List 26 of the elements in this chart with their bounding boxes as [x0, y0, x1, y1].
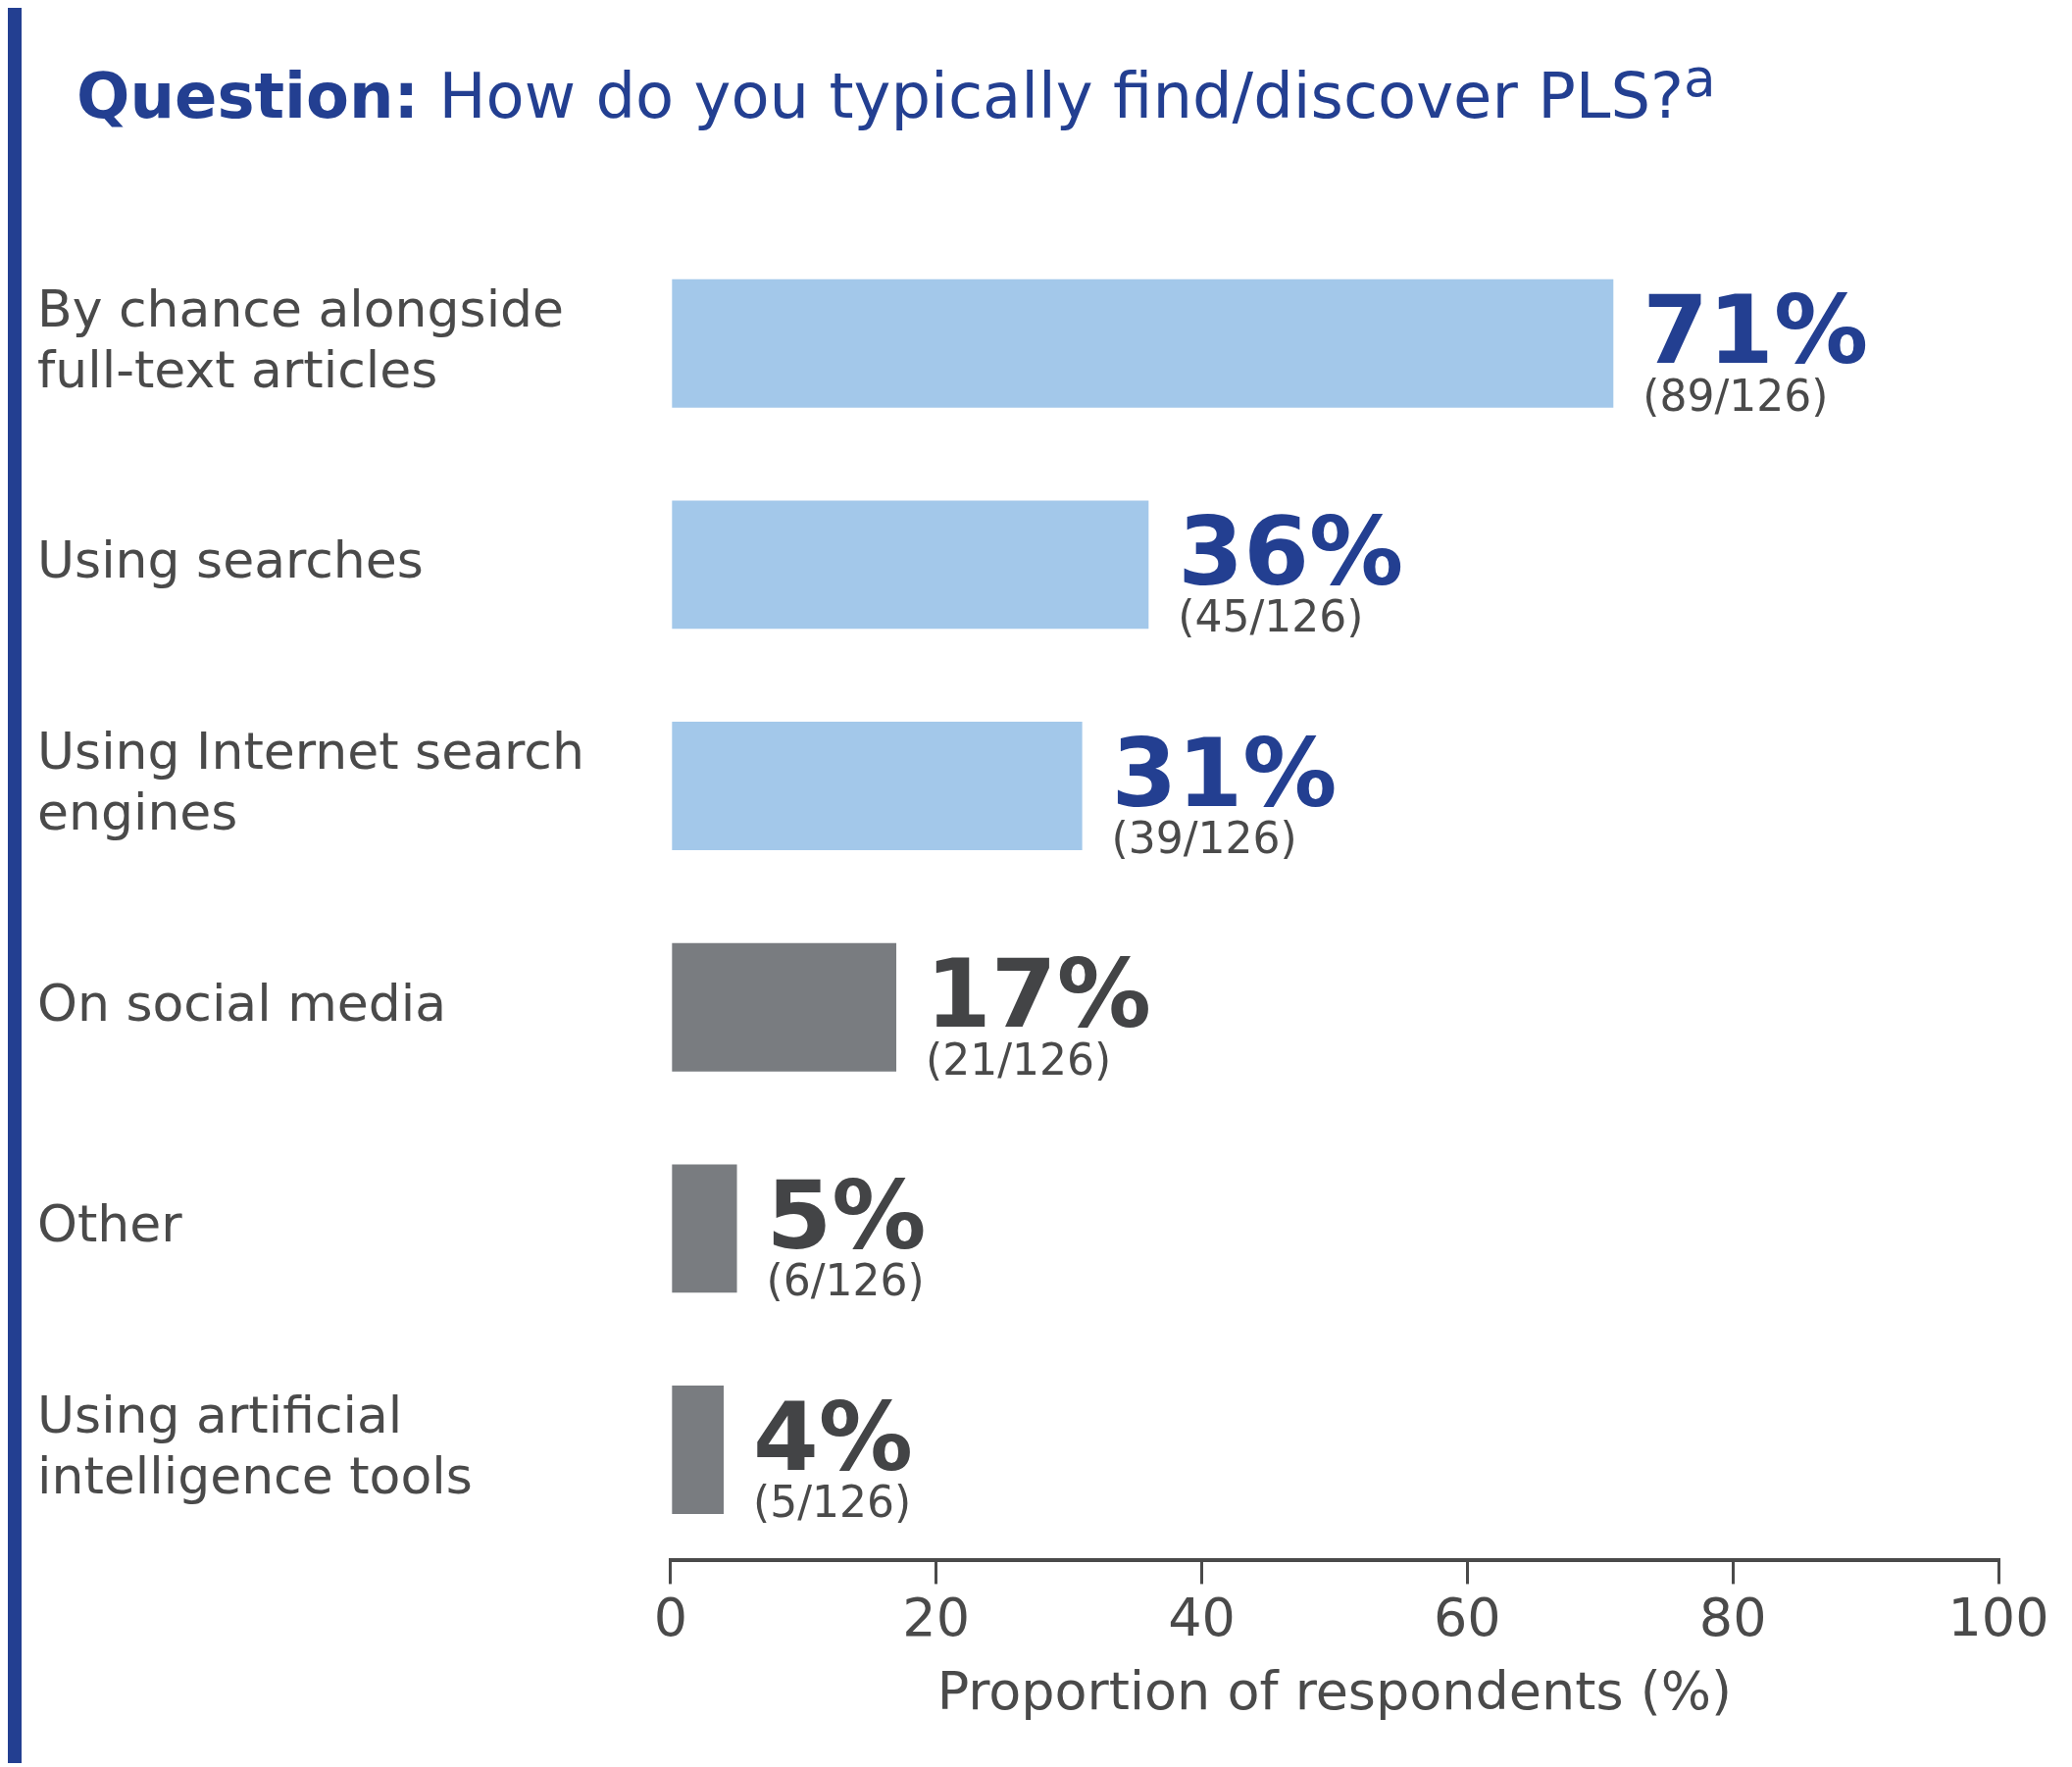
y-tick-label: Other: [37, 1194, 183, 1254]
x-tick-label: 40: [1168, 1587, 1236, 1649]
data-label: 5% (6/126): [766, 1161, 927, 1306]
x-tick-label: 0: [653, 1587, 688, 1649]
bar: [672, 1164, 737, 1293]
bar: [672, 1386, 724, 1515]
x-axis-title: Proportion of respondents (%): [936, 1659, 1733, 1722]
x-tick-label: 60: [1433, 1587, 1501, 1649]
bar: [672, 722, 1083, 851]
y-tick-label: On social media: [37, 974, 447, 1034]
x-tick-label: 100: [1947, 1587, 2049, 1649]
data-label: 71% (89/126): [1642, 276, 1869, 421]
chart-title: Question: How do you typically find/discover PLS?$^{a}$: [76, 47, 1716, 133]
y-tick-label: By chance alongside full-text articles: [37, 278, 565, 400]
y-tick-label: Using Internet search engines: [37, 722, 584, 842]
y-tick-label: Using artificial intelligence tools: [37, 1386, 473, 1506]
x-tick-label: 80: [1698, 1587, 1767, 1649]
x-tick-label: 20: [902, 1587, 971, 1649]
bar: [672, 500, 1149, 630]
bar: [672, 279, 1614, 409]
y-tick-label: Using searches: [37, 530, 424, 590]
data-label: 36% (45/126): [1178, 497, 1404, 642]
data-label: 31% (39/126): [1111, 718, 1338, 864]
data-label: 4% (5/126): [753, 1382, 913, 1528]
bar: [672, 943, 897, 1073]
data-label: 17% (21/126): [926, 939, 1151, 1085]
